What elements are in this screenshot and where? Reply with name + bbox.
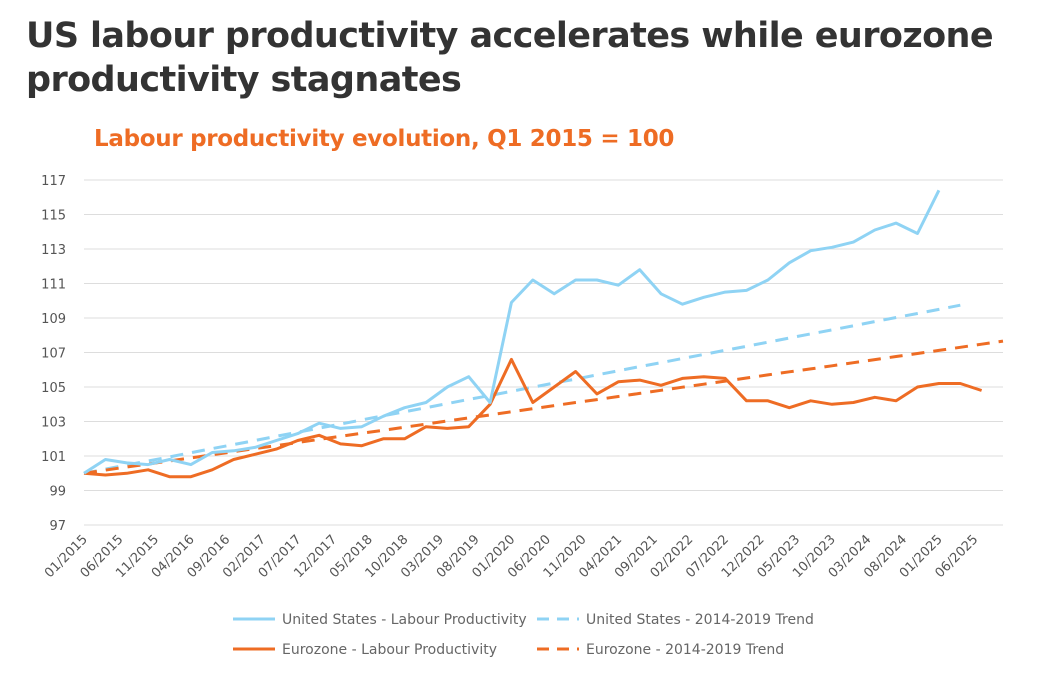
series-line-3: [83, 339, 1004, 475]
series-line-2: [83, 357, 983, 479]
chart-title: Labour productivity evolution, Q1 2015 =…: [94, 126, 675, 152]
page-title: US labour productivity accelerates while…: [26, 16, 994, 100]
y-tick-label: 101: [41, 450, 66, 465]
y-tick-label: 113: [41, 243, 66, 258]
y-tick-label: 103: [41, 416, 66, 431]
y-tick-label: 105: [41, 381, 66, 396]
y-tick-label: 115: [41, 209, 66, 224]
gridlines: [84, 179, 1003, 526]
y-tick-label: 111: [41, 278, 66, 293]
y-axis-ticks: 97 99 101 103 105 107 109 111 113 115 117: [41, 174, 66, 534]
series-line-0: [83, 189, 941, 475]
y-tick-label: 109: [41, 312, 66, 327]
series-lines: [83, 189, 1004, 479]
y-tick-label: 107: [41, 347, 66, 362]
legend-label: United States - Labour Productivity: [282, 612, 527, 628]
legend-label: Eurozone - 2014-2019 Trend: [586, 642, 784, 658]
series-line-1: [83, 303, 961, 475]
x-axis-ticks: 01/201506/201511/201504/201609/201602/20…: [42, 532, 981, 581]
y-tick-label: 99: [49, 485, 66, 500]
y-tick-label: 117: [41, 174, 66, 189]
legend-label: Eurozone - Labour Productivity: [282, 642, 497, 658]
legend: United States - Labour Productivity Unite…: [233, 612, 814, 658]
y-tick-label: 97: [49, 519, 66, 534]
legend-label: United States - 2014-2019 Trend: [586, 612, 814, 628]
